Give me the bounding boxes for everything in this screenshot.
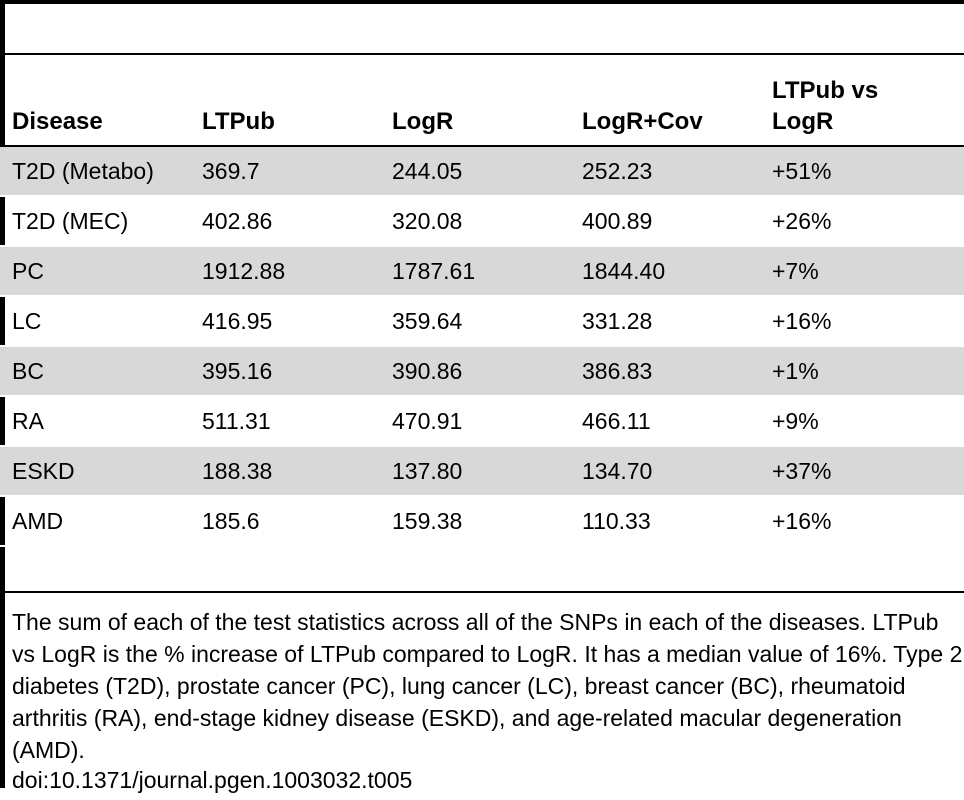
cell-increase: +9%	[772, 408, 819, 434]
top-border	[0, 0, 964, 4]
cell-logr: 470.91	[392, 408, 463, 434]
table-bottom-rule	[0, 591, 964, 593]
cell-ltpub: 402.86	[202, 208, 273, 234]
table-row: ESKD 188.38 137.80 134.70 +37%	[0, 447, 964, 497]
cell-logr: 359.64	[392, 308, 463, 334]
table-row: BC 395.16 390.86 386.83 +1%	[0, 347, 964, 397]
cell-logr-cov: 134.70	[582, 458, 653, 484]
table-row: T2D (Metabo) 369.7 244.05 252.23 +51%	[0, 147, 964, 197]
table-row: PC 1912.88 1787.61 1844.40 +7%	[0, 247, 964, 297]
cell-logr-cov: 466.11	[582, 408, 651, 434]
table-row: T2D (MEC) 402.86 320.08 400.89 +26%	[0, 197, 964, 247]
cell-logr: 244.05	[392, 158, 463, 184]
cell-logr-cov: 331.28	[582, 308, 653, 334]
cell-ltpub: 185.6	[202, 508, 260, 534]
header-logr: LogR	[392, 108, 454, 135]
cell-logr: 320.08	[392, 208, 463, 234]
cell-disease: BC	[12, 358, 44, 384]
table-row: AMD 185.6 159.38 110.33 +16%	[0, 497, 964, 547]
cell-ltpub: 395.16	[202, 358, 273, 384]
cell-disease: T2D (MEC)	[12, 208, 129, 234]
header-disease: Disease	[12, 108, 103, 135]
cell-disease: LC	[12, 308, 42, 334]
table-body: T2D (Metabo) 369.7 244.05 252.23 +51% T2…	[0, 147, 964, 547]
doi-link[interactable]: doi:10.1371/journal.pgen.1003032.t005	[12, 767, 413, 793]
header-ltpub-vs-logr-line1: LTPub vs	[772, 77, 879, 104]
cell-increase: +26%	[772, 208, 832, 234]
table-row: LC 416.95 359.64 331.28 +16%	[0, 297, 964, 347]
cell-logr-cov: 110.33	[582, 508, 651, 534]
cell-ltpub: 1912.88	[202, 258, 286, 284]
cell-increase: +16%	[772, 508, 832, 534]
cell-disease: T2D (Metabo)	[12, 158, 154, 184]
cell-logr: 390.86	[392, 358, 463, 384]
cell-disease: AMD	[12, 508, 64, 534]
cell-disease: RA	[12, 408, 44, 434]
cell-increase: +7%	[772, 258, 819, 284]
cell-logr-cov: 386.83	[582, 358, 653, 384]
header-ltpub-vs-logr: LTPub vs LogR	[772, 75, 878, 137]
cell-increase: +16%	[772, 308, 832, 334]
cell-logr: 159.38	[392, 508, 463, 534]
cell-ltpub: 369.7	[202, 158, 260, 184]
cell-ltpub: 416.95	[202, 308, 273, 334]
cell-increase: +37%	[772, 458, 832, 484]
table-caption: The sum of each of the test statistics a…	[12, 609, 963, 763]
cell-increase: +1%	[772, 358, 819, 384]
header-logr-cov: LogR+Cov	[582, 108, 703, 135]
cell-logr-cov: 252.23	[582, 158, 653, 184]
cell-disease: PC	[12, 258, 44, 284]
header-ltpub-vs-logr-line2: LogR	[772, 108, 834, 135]
cell-ltpub: 511.31	[202, 408, 271, 434]
cell-logr-cov: 1844.40	[582, 258, 666, 284]
cell-logr: 1787.61	[392, 258, 476, 284]
table-header: Disease LTPub LogR LogR+Cov LTPub vs Log…	[0, 60, 964, 147]
cell-increase: +51%	[772, 158, 832, 184]
cell-ltpub: 188.38	[202, 458, 273, 484]
cell-logr-cov: 400.89	[582, 208, 653, 234]
cell-disease: ESKD	[12, 458, 75, 484]
header-ltpub: LTPub	[202, 108, 275, 135]
header-top-rule	[0, 53, 964, 55]
table-row: RA 511.31 470.91 466.11 +9%	[0, 397, 964, 447]
cell-logr: 137.80	[392, 458, 463, 484]
